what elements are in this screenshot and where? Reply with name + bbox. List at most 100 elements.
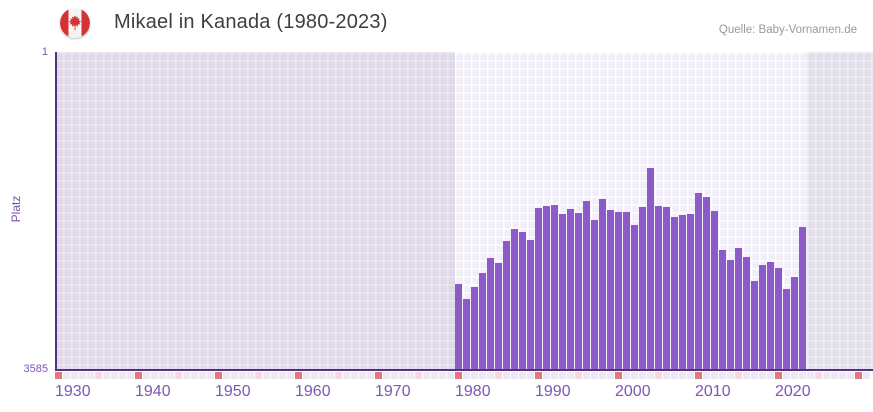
bar-2003[interactable] bbox=[639, 207, 646, 370]
bar-1983[interactable] bbox=[479, 272, 486, 370]
year-cell-1947 bbox=[191, 372, 198, 379]
bar-2013[interactable] bbox=[719, 250, 726, 370]
bar-1982[interactable] bbox=[471, 287, 478, 370]
bar-2022[interactable] bbox=[791, 276, 798, 370]
year-cell-1961 bbox=[303, 372, 310, 379]
bar-2002[interactable] bbox=[631, 224, 638, 370]
year-cell-1987 bbox=[511, 372, 518, 379]
year-cell-1980 bbox=[455, 372, 462, 379]
year-cell-1978 bbox=[439, 372, 446, 379]
source-credit: Quelle: Baby-Vornamen.de bbox=[718, 24, 857, 36]
year-cell-2023 bbox=[799, 372, 806, 379]
year-cell-2024 bbox=[807, 372, 814, 379]
bar-1980[interactable] bbox=[455, 283, 462, 370]
bar-2015[interactable] bbox=[735, 247, 742, 370]
bar-1992[interactable] bbox=[551, 204, 558, 370]
plot-band-pre-data bbox=[55, 52, 455, 370]
year-cell-1971 bbox=[383, 372, 390, 379]
year-cell-1975 bbox=[415, 372, 422, 379]
bar-2006[interactable] bbox=[663, 207, 670, 370]
bar-2012[interactable] bbox=[711, 210, 718, 370]
year-cell-2012 bbox=[711, 372, 718, 379]
bar-2010[interactable] bbox=[695, 192, 702, 370]
bar-2005[interactable] bbox=[655, 205, 662, 370]
bar-2001[interactable] bbox=[623, 212, 630, 370]
year-cell-1998 bbox=[599, 372, 606, 379]
bar-2021[interactable] bbox=[783, 289, 790, 370]
bar-2023[interactable] bbox=[799, 226, 806, 370]
year-cell-2003 bbox=[639, 372, 646, 379]
bar-2018[interactable] bbox=[759, 264, 766, 370]
x-axis-line bbox=[55, 369, 873, 371]
year-cell-1939 bbox=[127, 372, 134, 379]
bar-2008[interactable] bbox=[679, 215, 686, 370]
year-cell-2011 bbox=[703, 372, 710, 379]
year-cell-1951 bbox=[223, 372, 230, 379]
year-cell-2030 bbox=[855, 372, 862, 379]
bar-2019[interactable] bbox=[767, 262, 774, 370]
year-cell-2008 bbox=[679, 372, 686, 379]
year-cell-1983 bbox=[479, 372, 486, 379]
x-tick-label-1950: 1950 bbox=[215, 383, 251, 400]
year-cell-1996 bbox=[583, 372, 590, 379]
year-cell-2004 bbox=[647, 372, 654, 379]
year-cell-1994 bbox=[567, 372, 574, 379]
year-cell-1954 bbox=[247, 372, 254, 379]
year-cell-1967 bbox=[351, 372, 358, 379]
bar-2016[interactable] bbox=[743, 256, 750, 370]
year-cell-1963 bbox=[319, 372, 326, 379]
bar-1988[interactable] bbox=[519, 232, 526, 370]
year-cell-2020 bbox=[775, 372, 782, 379]
bar-1998[interactable] bbox=[599, 198, 606, 370]
year-cell-2028 bbox=[839, 372, 846, 379]
year-cell-1972 bbox=[391, 372, 398, 379]
bar-1985[interactable] bbox=[495, 262, 502, 370]
bar-1981[interactable] bbox=[463, 299, 470, 370]
bar-1987[interactable] bbox=[511, 229, 518, 370]
year-cell-1944 bbox=[167, 372, 174, 379]
year-cell-1997 bbox=[591, 372, 598, 379]
bar-2020[interactable] bbox=[775, 267, 782, 370]
bar-2007[interactable] bbox=[671, 216, 678, 370]
year-cell-2027 bbox=[831, 372, 838, 379]
year-cell-1933 bbox=[79, 372, 86, 379]
bar-1991[interactable] bbox=[543, 205, 550, 370]
bar-1986[interactable] bbox=[503, 241, 510, 370]
bar-1996[interactable] bbox=[583, 200, 590, 370]
year-cell-1977 bbox=[431, 372, 438, 379]
bar-1994[interactable] bbox=[567, 208, 574, 370]
year-cell-1945 bbox=[175, 372, 182, 379]
page-title: Mikael in Kanada (1980-2023) bbox=[114, 11, 388, 33]
year-cell-1941 bbox=[143, 372, 150, 379]
year-cell-1968 bbox=[359, 372, 366, 379]
bar-1989[interactable] bbox=[527, 240, 534, 370]
canada-flag-icon bbox=[60, 8, 90, 38]
x-tick-label-1940: 1940 bbox=[135, 383, 171, 400]
year-cell-2007 bbox=[671, 372, 678, 379]
bar-1993[interactable] bbox=[559, 213, 566, 370]
year-cell-2019 bbox=[767, 372, 774, 379]
year-cell-1935 bbox=[95, 372, 102, 379]
bar-2000[interactable] bbox=[615, 212, 622, 370]
year-cell-1995 bbox=[575, 372, 582, 379]
year-cell-1991 bbox=[543, 372, 550, 379]
year-tick-strip bbox=[55, 372, 873, 379]
year-cell-2021 bbox=[783, 372, 790, 379]
bar-1990[interactable] bbox=[535, 208, 542, 370]
bar-2017[interactable] bbox=[751, 280, 758, 370]
bar-2004[interactable] bbox=[647, 168, 654, 370]
x-axis-labels: 1930 1940 1950 1960 1970 1980 1990 2000 2010 2020 bbox=[55, 383, 873, 403]
bar-1995[interactable] bbox=[575, 213, 582, 370]
bar-1984[interactable] bbox=[487, 258, 494, 370]
year-cell-2010 bbox=[695, 372, 702, 379]
bar-2014[interactable] bbox=[727, 259, 734, 370]
bar-1997[interactable] bbox=[591, 220, 598, 370]
year-cell-2016 bbox=[743, 372, 750, 379]
year-cell-1946 bbox=[183, 372, 190, 379]
year-cell-1958 bbox=[279, 372, 286, 379]
bar-1999[interactable] bbox=[607, 209, 614, 370]
bar-2009[interactable] bbox=[687, 213, 694, 370]
year-cell-1992 bbox=[551, 372, 558, 379]
bar-2011[interactable] bbox=[703, 196, 710, 370]
